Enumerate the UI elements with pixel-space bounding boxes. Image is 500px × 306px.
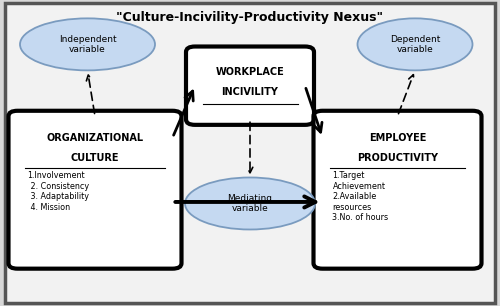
FancyBboxPatch shape [8,111,182,269]
Text: Independent
variable: Independent variable [58,35,116,54]
Text: INCIVILITY: INCIVILITY [222,87,278,97]
Ellipse shape [358,18,472,70]
Text: WORKPLACE: WORKPLACE [216,66,284,76]
Text: CULTURE: CULTURE [71,153,120,163]
Ellipse shape [20,18,155,70]
Text: ORGANIZATIONAL: ORGANIZATIONAL [46,133,144,143]
FancyBboxPatch shape [186,47,314,125]
Ellipse shape [185,177,315,230]
Text: 1.Target
Achievement
2.Available
resources
3.No. of hours: 1.Target Achievement 2.Available resourc… [332,171,388,222]
Text: Mediating
variable: Mediating variable [228,194,272,213]
FancyBboxPatch shape [314,111,482,269]
Text: EMPLOYEE: EMPLOYEE [369,133,426,143]
Text: PRODUCTIVITY: PRODUCTIVITY [357,153,438,163]
Text: Dependent
variable: Dependent variable [390,35,440,54]
Text: "Culture-Incivility-Productivity Nexus": "Culture-Incivility-Productivity Nexus" [116,11,384,24]
FancyBboxPatch shape [5,3,495,303]
Text: 1.Involvement
 2. Consistency
 3. Adaptability
 4. Mission: 1.Involvement 2. Consistency 3. Adaptabi… [28,171,88,211]
